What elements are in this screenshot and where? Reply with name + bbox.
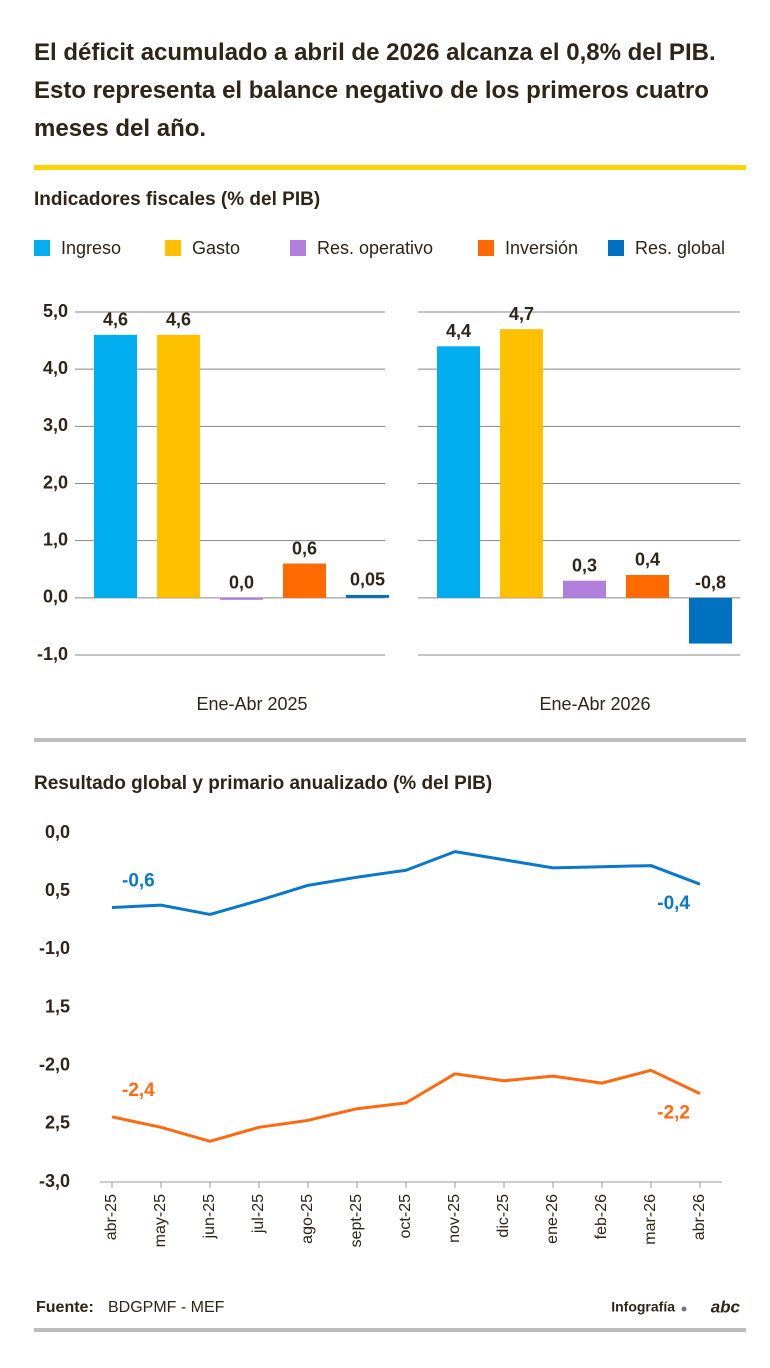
value-label: 0,6 (292, 538, 317, 558)
x-tick-label: jul-25 (250, 1194, 267, 1234)
divider (34, 1328, 746, 1332)
y-tick-label: 4,0 (43, 358, 68, 378)
dot (681, 1306, 687, 1312)
x-tick-label: jun-25 (201, 1194, 218, 1240)
y-tick-label: 0,0 (45, 822, 70, 842)
logo: abc (711, 1297, 741, 1316)
bar (500, 329, 543, 598)
legend-label: Ingreso (61, 238, 121, 258)
x-tick-label: Ene-Abr 2026 (539, 694, 650, 714)
value-label: 4,6 (103, 310, 128, 330)
value-label: 4,6 (166, 310, 191, 330)
y-tick-label: 1,0 (43, 529, 68, 549)
bar (94, 334, 137, 598)
x-tick-label: ago-25 (299, 1194, 316, 1244)
chart-title: Resultado global y primario anualizado (… (34, 773, 492, 794)
value-label: 4,4 (446, 321, 471, 341)
y-tick-label: 3,0 (43, 415, 68, 435)
y-tick-label: 2,5 (45, 1113, 70, 1133)
legend-swatch (290, 240, 306, 256)
x-tick-label: may-25 (152, 1194, 169, 1247)
legend-label: Gasto (192, 238, 240, 258)
legend-label: Res. global (635, 238, 725, 258)
x-tick-label: abr-26 (691, 1194, 708, 1240)
value-label: 4,7 (509, 304, 534, 324)
bar (346, 594, 389, 598)
bar (283, 563, 326, 598)
line (111, 1068, 701, 1143)
value-label: -2,4 (122, 1080, 155, 1101)
x-tick-label: sept-25 (348, 1194, 365, 1247)
y-tick-label: -3,0 (39, 1171, 70, 1191)
y-tick-label: 0,0 (43, 587, 68, 607)
x-tick-label: mar-26 (642, 1194, 659, 1245)
x-tick-label: abr-25 (103, 1194, 120, 1240)
x-tick-label: ene-26 (544, 1194, 561, 1244)
legend-swatch (478, 240, 494, 256)
bar (626, 574, 669, 598)
bar (437, 346, 480, 598)
x-tick-label: nov-25 (446, 1194, 463, 1243)
y-tick-label: 0,5 (45, 880, 70, 900)
legend-label: Inversión (505, 238, 578, 258)
y-tick-label: -1,0 (37, 644, 68, 664)
x-tick-label: oct-25 (397, 1194, 414, 1239)
bar (157, 334, 200, 598)
y-tick-label: 1,5 (45, 996, 70, 1016)
credit: Infografía (611, 1299, 675, 1315)
bar (689, 597, 732, 644)
y-tick-label: -2,0 (39, 1054, 70, 1074)
legend-swatch (34, 240, 50, 256)
legend-swatch (608, 240, 624, 256)
value-label: 0,0 (229, 573, 254, 593)
line (111, 850, 701, 916)
source: BDGPMF - MEF (108, 1299, 225, 1316)
y-tick-label: 5,0 (43, 301, 68, 321)
bar (220, 597, 263, 600)
legend-label: Res. operativo (317, 238, 433, 258)
bar (563, 580, 606, 598)
source-label: Fuente: (36, 1299, 94, 1316)
chart-title: Indicadores fiscales (% del PIB) (34, 189, 320, 210)
divider (34, 738, 746, 742)
x-tick-label: dic-25 (495, 1194, 512, 1238)
value-label: -0,6 (122, 870, 155, 891)
value-label: 0,05 (350, 570, 385, 590)
value-label: -2,2 (657, 1103, 690, 1124)
value-label: 0,4 (635, 550, 660, 570)
headline: El déficit acumulado a abril de 2026 alc… (34, 39, 716, 142)
x-tick-label: Ene-Abr 2025 (196, 694, 307, 714)
yellow-rule (34, 165, 746, 170)
y-tick-label: 2,0 (43, 472, 68, 492)
value-label: -0,8 (695, 573, 726, 593)
value-label: 0,3 (572, 555, 597, 575)
y-tick-label: -1,0 (39, 938, 70, 958)
legend-swatch (165, 240, 181, 256)
x-tick-label: feb-26 (593, 1194, 610, 1239)
value-label: -0,4 (657, 893, 690, 914)
